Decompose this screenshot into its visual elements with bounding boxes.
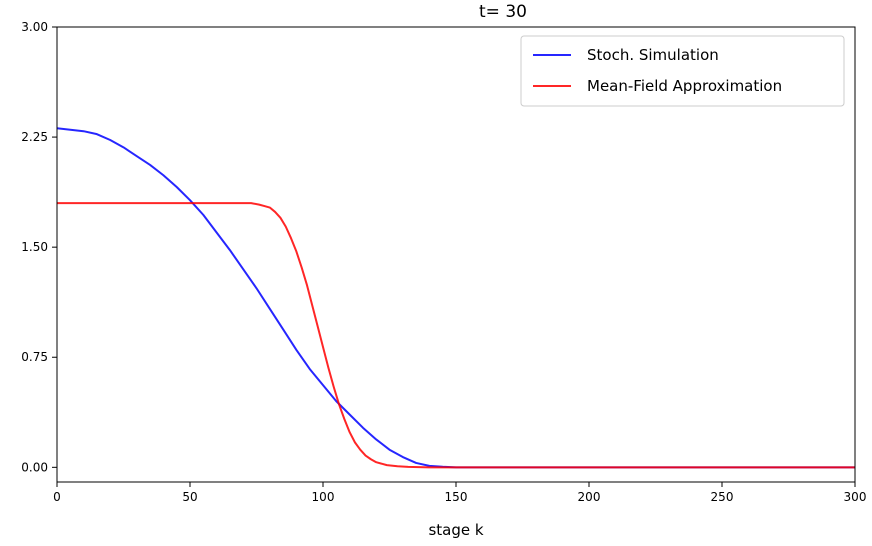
legend-label-1: Mean-Field Approximation <box>587 77 782 95</box>
x-tick-label: 250 <box>711 490 734 504</box>
legend-label-0: Stoch. Simulation <box>587 46 719 64</box>
chart-title: t= 30 <box>479 2 527 22</box>
y-tick-label: 0.75 <box>21 350 48 364</box>
y-tick-label: 0.00 <box>21 460 48 474</box>
series-line-1 <box>57 203 855 467</box>
y-tick-label: 1.50 <box>21 240 48 254</box>
x-tick-label: 50 <box>182 490 197 504</box>
y-tick-label: 2.25 <box>21 130 48 144</box>
x-axis-ticks: 0 50 100 150 200 250 300 <box>53 482 866 504</box>
legend: Stoch. Simulation Mean-Field Approximatio… <box>521 36 844 106</box>
y-tick-label: 3.00 <box>21 20 48 34</box>
series-layer <box>57 128 855 467</box>
x-axis-label: stage k <box>428 521 483 539</box>
x-tick-label: 100 <box>312 490 335 504</box>
x-tick-label: 300 <box>844 490 867 504</box>
y-axis-ticks: 0.00 0.75 1.50 2.25 3.00 <box>21 20 57 474</box>
x-tick-label: 150 <box>445 490 468 504</box>
series-line-0 <box>57 128 855 467</box>
x-tick-label: 0 <box>53 490 61 504</box>
x-tick-label: 200 <box>578 490 601 504</box>
